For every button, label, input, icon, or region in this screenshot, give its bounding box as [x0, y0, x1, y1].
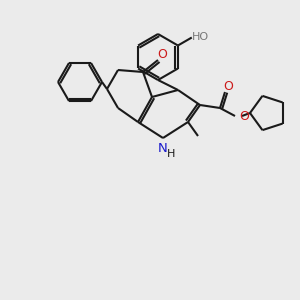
- Text: H: H: [167, 149, 175, 159]
- Text: HO: HO: [192, 32, 209, 41]
- Text: O: O: [157, 49, 167, 62]
- Text: N: N: [158, 142, 168, 154]
- Text: O: O: [223, 80, 233, 92]
- Text: O: O: [239, 110, 249, 122]
